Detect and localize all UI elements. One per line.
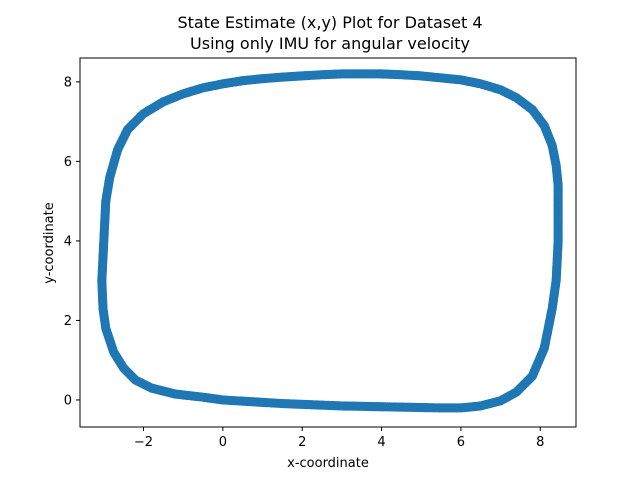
x-tick-label: 0: [219, 435, 227, 450]
y-tick-label: 2: [64, 314, 72, 329]
y-tick-label: 8: [64, 75, 72, 90]
x-tick-label: −2: [134, 435, 153, 450]
x-tick-label: 4: [377, 435, 385, 450]
y-tick-label: 6: [64, 155, 72, 170]
data-point: [553, 238, 563, 248]
y-tick-label: 4: [64, 234, 72, 249]
y-axis-label: y-coordinate: [42, 202, 57, 284]
x-tick-label: 6: [457, 435, 465, 450]
chart-title-line-1: State Estimate (x,y) Plot for Dataset 4: [177, 13, 482, 32]
ticks-layer: −2 0 2 4 6 8 0 2 4 6 8: [64, 75, 545, 450]
plot-area-frame: [79, 57, 577, 428]
x-tick-label: 8: [536, 435, 544, 450]
data-points-layer: [97, 69, 563, 413]
x-tick-label: 2: [298, 435, 306, 450]
chart-title-line-2: Using only IMU for angular velocity: [190, 34, 470, 53]
x-axis-label: x-coordinate: [287, 456, 369, 471]
y-tick-label: 0: [64, 393, 72, 408]
